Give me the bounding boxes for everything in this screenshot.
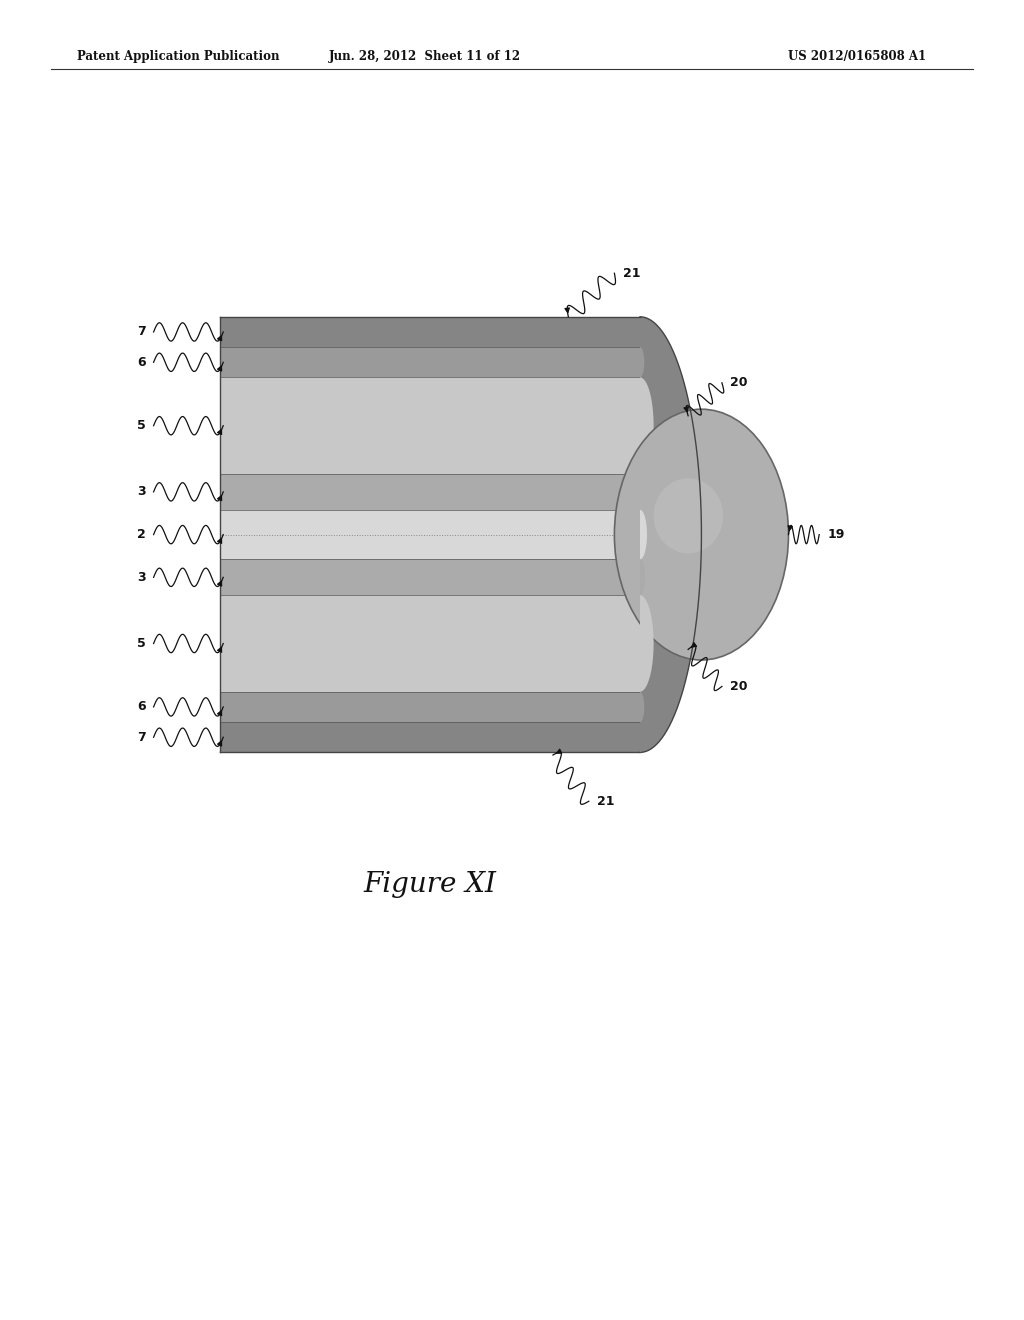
Text: 20: 20 [730, 376, 748, 389]
Ellipse shape [653, 478, 723, 553]
Text: 3: 3 [137, 486, 145, 499]
Text: 20: 20 [730, 680, 748, 693]
Polygon shape [640, 317, 701, 752]
Text: 21: 21 [623, 267, 640, 280]
Polygon shape [640, 474, 645, 510]
Text: 2: 2 [136, 528, 145, 541]
Text: 5: 5 [136, 420, 145, 432]
Text: 7: 7 [136, 731, 145, 743]
Bar [220, 692, 640, 722]
Bar [220, 722, 640, 752]
Text: 7: 7 [136, 326, 145, 338]
Text: 5: 5 [136, 638, 145, 649]
Text: US 2012/0165808 A1: US 2012/0165808 A1 [788, 50, 927, 63]
Bar [220, 317, 640, 752]
Polygon shape [640, 378, 653, 474]
Polygon shape [640, 595, 653, 692]
Bar [220, 595, 640, 692]
Text: 6: 6 [137, 356, 145, 368]
Bar [220, 510, 640, 560]
Text: 21: 21 [597, 795, 614, 808]
Text: Figure XI: Figure XI [364, 871, 497, 898]
Polygon shape [640, 692, 644, 722]
Text: 3: 3 [137, 570, 145, 583]
Bar [220, 560, 640, 595]
Bar [220, 317, 640, 347]
Text: Jun. 28, 2012  Sheet 11 of 12: Jun. 28, 2012 Sheet 11 of 12 [329, 50, 521, 63]
Polygon shape [640, 317, 644, 347]
Bar [220, 474, 640, 510]
Text: 19: 19 [827, 528, 845, 541]
Polygon shape [640, 510, 647, 560]
Text: 6: 6 [137, 701, 145, 713]
Polygon shape [640, 347, 644, 378]
Polygon shape [640, 722, 644, 752]
Ellipse shape [614, 409, 788, 660]
Bar [220, 378, 640, 474]
Polygon shape [640, 560, 645, 595]
Text: Patent Application Publication: Patent Application Publication [77, 50, 280, 63]
Bar [220, 347, 640, 378]
